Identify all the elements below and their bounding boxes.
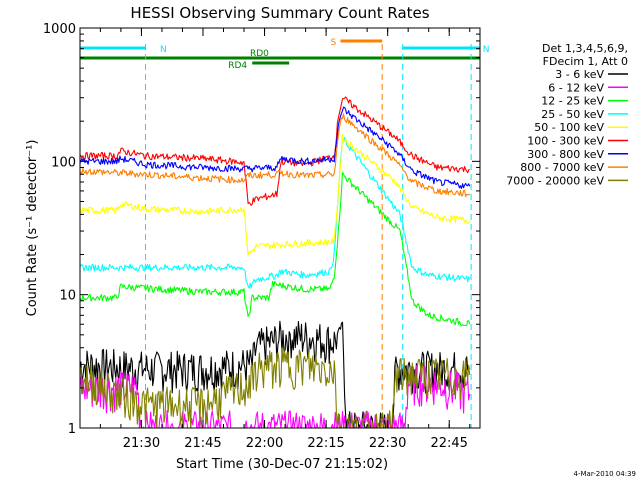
- flag-label-2: S: [330, 38, 336, 48]
- boundaries-layer: [145, 44, 472, 428]
- flag-label-0: N: [160, 45, 167, 55]
- timestamp: 4-Mar-2010 04:39: [574, 470, 636, 478]
- axes-layer: 1 10 100 1000 21:30 21:45 22:00 22:15 22:30 22:45: [43, 22, 480, 451]
- y-axis-label: Count Rate (s⁻¹ detector⁻¹): [25, 140, 40, 317]
- flag-label-1: N: [483, 45, 490, 55]
- y-tick-label-2: 100: [51, 155, 76, 170]
- flag-label-3: RD0: [250, 49, 269, 59]
- legend-label-1: 6 - 12 keV: [548, 81, 604, 94]
- chart-title: HESSI Observing Summary Count Rates: [130, 4, 429, 22]
- x-tick-label-2: 22:00: [246, 436, 283, 451]
- legend-label-8: 7000 - 20000 keV: [506, 174, 604, 187]
- series-line-4: [79, 134, 471, 257]
- legend: Det 1,3,4,5,6,9,FDecim 1, Att 03 - 6 keV…: [506, 42, 628, 187]
- series-line-5: [79, 96, 470, 206]
- x-tick-label-1: 21:45: [184, 436, 221, 451]
- series-line-6: [79, 106, 471, 190]
- x-tick-label-0: 21:30: [123, 436, 160, 451]
- legend-label-3: 25 - 50 keV: [541, 108, 604, 121]
- series-line-3: [79, 135, 471, 289]
- legend-label-0: 3 - 6 keV: [555, 68, 604, 81]
- x-tick-label-5: 22:45: [430, 436, 467, 451]
- x-tick-label-4: 22:30: [369, 436, 406, 451]
- series-layer: [79, 96, 471, 429]
- legend-header-1: FDecim 1, Att 0: [543, 55, 628, 68]
- x-tick-label-3: 22:15: [307, 436, 344, 451]
- legend-label-6: 300 - 800 keV: [527, 148, 604, 161]
- legend-label-2: 12 - 25 keV: [541, 95, 604, 108]
- y-tick-label-3: 1000: [43, 22, 76, 37]
- legend-label-4: 50 - 100 keV: [534, 121, 604, 134]
- y-tick-label-0: 1: [68, 422, 76, 437]
- legend-label-5: 100 - 300 keV: [527, 135, 604, 148]
- legend-label-7: 800 - 7000 keV: [520, 161, 604, 174]
- series-line-2: [79, 171, 471, 327]
- y-tick-label-1: 10: [59, 289, 76, 304]
- series-line-8: [79, 347, 471, 429]
- series-line-7: [79, 113, 471, 198]
- x-axis-label: Start Time (30-Dec-07 21:15:02): [176, 457, 388, 472]
- plot-frame: [79, 27, 481, 429]
- flag-label-4: RD4: [228, 61, 247, 71]
- legend-header-0: Det 1,3,4,5,6,9,: [542, 42, 628, 55]
